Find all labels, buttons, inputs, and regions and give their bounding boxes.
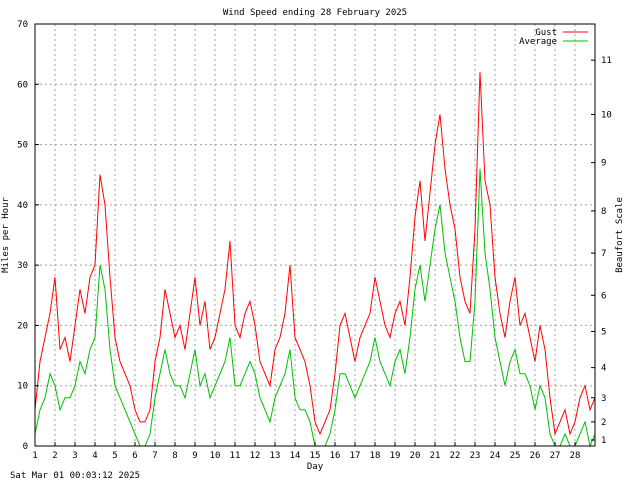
- x-tick-label: 21: [430, 451, 441, 461]
- y-tick-label: 0: [23, 442, 28, 452]
- x-tick-label: 24: [490, 451, 501, 461]
- beaufort-tick-label: 6: [601, 291, 606, 301]
- x-tick-label: 23: [470, 451, 481, 461]
- y-tick-label: 60: [17, 80, 28, 90]
- x-tick-label: 26: [530, 451, 541, 461]
- beaufort-tick-label: 9: [601, 159, 606, 169]
- x-tick-label: 1: [32, 451, 37, 461]
- x-tick-label: 8: [172, 451, 177, 461]
- x-tick-label: 14: [290, 451, 301, 461]
- y-tick-label: 10: [17, 382, 28, 392]
- legend-label-average: Average: [519, 37, 557, 47]
- series-line-gust: [34, 72, 596, 436]
- ticks-layer: 1 2 3 4 5 6 7 8 9 10 11 12 13 14 15 16 17 18 19 20 21 22 23 24 2…: [17, 20, 612, 461]
- x-tick-label: 4: [92, 451, 97, 461]
- y2-axis-label: Beaufort Scale: [615, 197, 625, 273]
- beaufort-tick-label: 1: [601, 436, 606, 446]
- x-tick-label: 20: [410, 451, 421, 461]
- beaufort-tick-label: 2: [601, 418, 606, 428]
- x-tick-label: 17: [350, 451, 361, 461]
- y-tick-label: 30: [17, 261, 28, 271]
- x-tick-label: 28: [570, 451, 581, 461]
- beaufort-tick-label: 7: [601, 249, 606, 259]
- x-tick-label: 9: [192, 451, 197, 461]
- y-tick-label: 20: [17, 321, 28, 331]
- x-tick-label: 7: [152, 451, 157, 461]
- legend: Gust Average: [519, 28, 588, 47]
- x-tick-label: 11: [230, 451, 241, 461]
- beaufort-tick-label: 4: [601, 364, 606, 374]
- y-tick-label: 50: [17, 141, 28, 151]
- beaufort-tick-label: 11: [601, 56, 612, 66]
- x-tick-label: 10: [210, 451, 221, 461]
- x-tick-label: 19: [390, 451, 401, 461]
- legend-label-gust: Gust: [535, 28, 557, 38]
- beaufort-tick-label: 8: [601, 207, 606, 217]
- x-tick-label: 16: [330, 451, 341, 461]
- y-tick-label: 70: [17, 20, 28, 30]
- grid-layer: [34, 24, 595, 446]
- x-tick-label: 25: [510, 451, 521, 461]
- beaufort-tick-label: 10: [601, 110, 612, 120]
- x-tick-label: 6: [132, 451, 137, 461]
- x-tick-label: 15: [310, 451, 321, 461]
- beaufort-tick-label: 3: [601, 394, 606, 404]
- y-axis-label: Miles per Hour: [1, 196, 11, 272]
- timestamp: Sat Mar 01 00:03:12 2025: [10, 471, 140, 480]
- x-tick-label: 12: [250, 451, 261, 461]
- x-tick-label: 5: [112, 451, 117, 461]
- x-tick-label: 18: [370, 451, 381, 461]
- beaufort-tick-label: 5: [601, 327, 606, 337]
- x-tick-label: 2: [52, 451, 57, 461]
- x-tick-label: 27: [550, 451, 561, 461]
- x-tick-label: 13: [270, 451, 281, 461]
- chart-title: Wind Speed ending 28 February 2025: [223, 8, 407, 18]
- x-tick-label: 22: [450, 451, 461, 461]
- y-tick-label: 40: [17, 201, 28, 211]
- x-tick-label: 3: [72, 451, 77, 461]
- x-axis-label: Day: [307, 462, 324, 472]
